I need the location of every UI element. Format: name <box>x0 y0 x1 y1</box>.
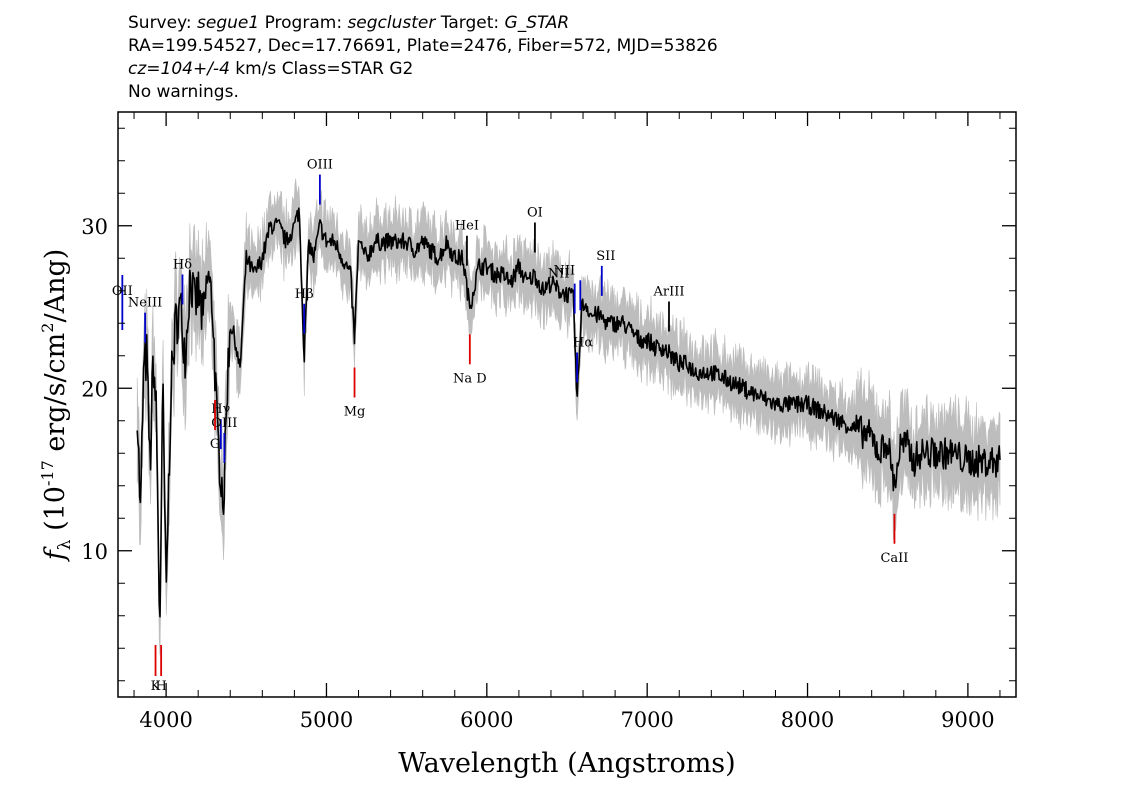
line-label-17: Mg <box>344 405 366 420</box>
spectrum-header: Survey: segue1 Program: segcluster Targe… <box>128 12 718 104</box>
header-line-coords: RA=199.54527, Dec=17.76691, Plate=2476, … <box>128 36 718 56</box>
line-label-15: H <box>155 679 166 694</box>
line-label-0: OII <box>112 284 133 299</box>
y-label-exponent-2: 2 <box>38 323 57 333</box>
x-tick-label-5: 9000 <box>941 708 994 732</box>
header-line-survey: Survey: segue1 Program: segcluster Targe… <box>128 12 718 35</box>
error-band <box>136 178 1001 656</box>
x-tick-label-0: 4000 <box>139 708 192 732</box>
line-label-14: K <box>151 679 161 694</box>
line-label-7: HeI <box>455 219 479 234</box>
y-tick-label-2: 30 <box>81 215 108 239</box>
redshift-value: cz=104+/-4 <box>128 59 230 79</box>
line-label-18: Na D <box>453 371 487 386</box>
line-label-4: OIII <box>211 416 237 431</box>
line-label-10: Hα <box>573 336 593 351</box>
line-label-1: NeIII <box>128 296 162 311</box>
header-line-class: cz=104+/-4 km/s Class=STAR G2 <box>128 58 718 81</box>
line-label-12: SII <box>596 249 615 264</box>
line-label-2: Hδ <box>173 258 192 273</box>
program-value: segcluster <box>347 13 436 33</box>
flux-series-line <box>136 207 1001 618</box>
y-label-part-c: /Ang) <box>40 249 71 323</box>
line-label-11: NII <box>553 263 575 278</box>
y-label-subscript: λ <box>55 539 75 550</box>
line-label-19: CaII <box>880 551 908 566</box>
x-tick-label-4: 8000 <box>781 708 834 732</box>
x-tick-label-1: 5000 <box>300 708 353 732</box>
spectral-lines-layer: OIINeIIIHδHγOIIIHβOIIIHeIOINIIHαNIISIIAr… <box>112 158 909 694</box>
error-band-layer <box>136 178 1001 656</box>
ticks-layer: 4000 5000 6000 7000 8000 9000 10 20 30 <box>81 112 1016 732</box>
header-line-warnings: No warnings. <box>128 82 239 102</box>
survey-value: segue1 <box>197 13 260 33</box>
line-label-9: NII <box>548 267 570 282</box>
line-label-6: OIII <box>307 158 333 173</box>
survey-label: Survey: <box>128 13 198 33</box>
line-label-8: OI <box>527 206 543 221</box>
y-tick-label-0: 10 <box>81 540 108 564</box>
program-label: Program: <box>259 13 348 33</box>
line-label-5: Hβ <box>295 287 314 302</box>
y-label-exponent: -17 <box>38 460 57 486</box>
line-label-13: ArIII <box>652 284 684 299</box>
target-value: G_STAR <box>504 13 570 33</box>
y-axis-label: fλ (10-17 erg/s/cm2/Ang) <box>38 249 75 563</box>
plot-frame <box>117 111 1017 698</box>
y-tick-label-1: 20 <box>81 377 108 401</box>
x-tick-label-2: 6000 <box>460 708 513 732</box>
flux-layer <box>136 207 1001 618</box>
target-label: Target: <box>435 13 505 33</box>
x-axis-label: Wavelength (Angstroms) <box>398 748 735 779</box>
class-text: km/s Class=STAR G2 <box>229 59 414 79</box>
x-tick-label-3: 7000 <box>620 708 673 732</box>
line-label-3: Hγ <box>211 402 230 417</box>
y-label-part-a: (10 <box>40 486 71 539</box>
y-label-part-b: erg/s/cm <box>40 333 71 461</box>
line-label-16: G <box>210 437 220 452</box>
